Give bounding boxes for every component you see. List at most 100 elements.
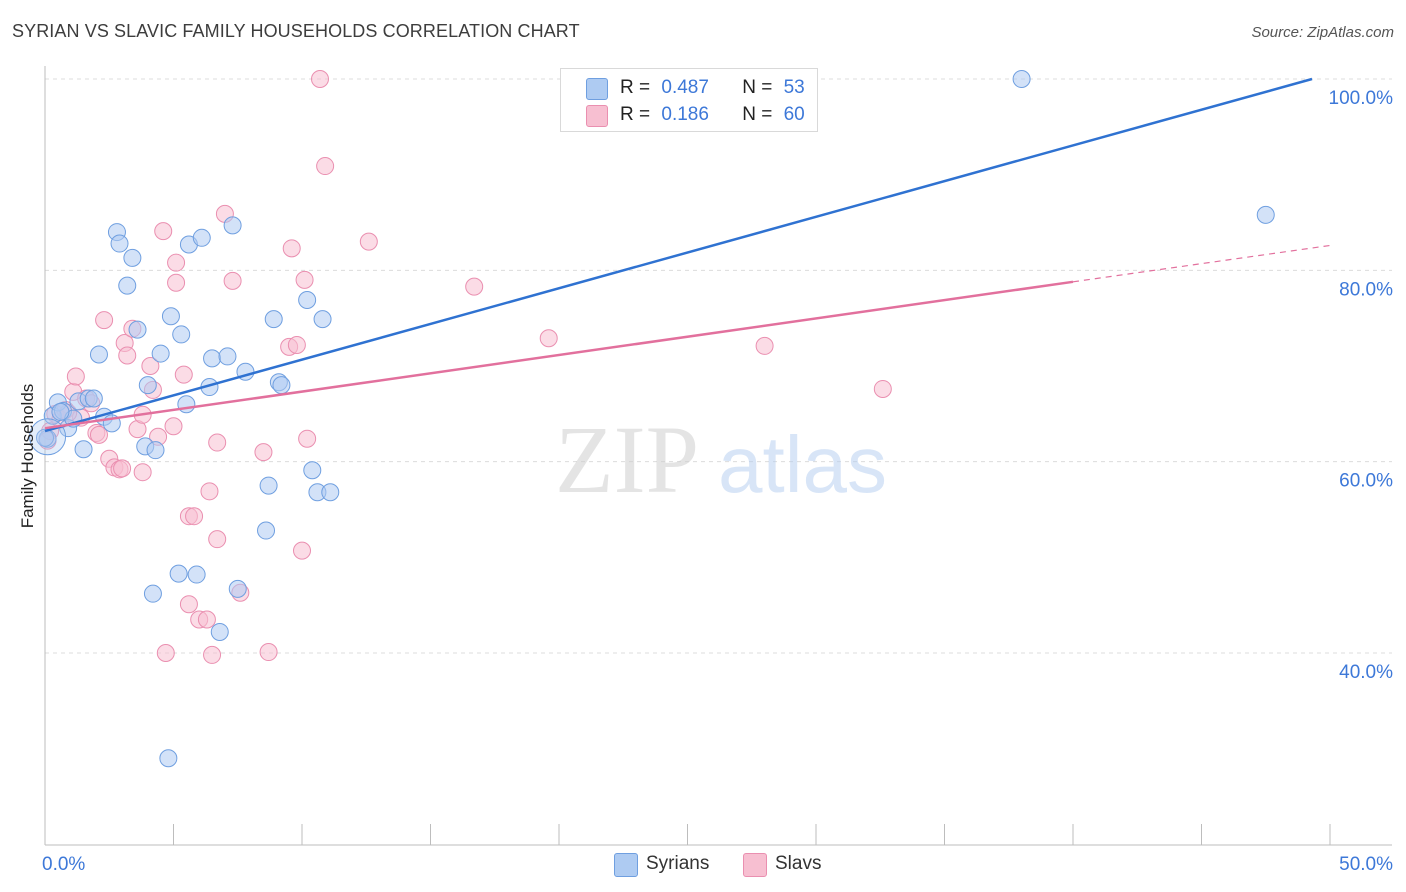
slavs-trend-extension: [1072, 244, 1331, 283]
slavs-point: [179, 595, 198, 614]
slavs-point: [539, 329, 558, 348]
slavs-point: [208, 433, 227, 452]
syrians-point: [36, 428, 54, 447]
slavs-point: [259, 643, 278, 662]
slavs-point: [156, 644, 175, 662]
syrians-point: [259, 476, 278, 495]
syrians-point: [1012, 70, 1031, 88]
slavs-point: [133, 463, 152, 482]
r-label: R =: [620, 77, 651, 98]
stats-legend: R = 0.487 N = 53 R = 0.186 N = 60: [560, 68, 818, 132]
slavs-point: [164, 417, 183, 436]
syrians-point: [118, 276, 137, 295]
slavs-trend-line: [44, 280, 1074, 430]
syrians-point: [128, 320, 147, 339]
syrians-point: [84, 389, 103, 408]
y-tick-label: 60.0%: [1339, 471, 1393, 492]
y-axis-label: Family Households: [18, 384, 37, 529]
syrians-point: [257, 521, 276, 540]
slavs-point: [293, 541, 311, 560]
legend-row-slavs-text: R = 0.186 N = 60: [620, 104, 805, 126]
syrians-point: [272, 376, 291, 395]
slavs-point: [282, 239, 301, 258]
syrians-trend-line: [44, 77, 1313, 433]
r-value: 0.487: [661, 77, 709, 98]
watermark-atlas: atlas: [718, 420, 887, 509]
slavs-point: [154, 222, 173, 241]
slavs-point: [174, 365, 193, 384]
syrians-point: [151, 344, 170, 363]
syrians-point: [172, 325, 191, 344]
syrians-point: [74, 440, 93, 459]
slavs-swatch: [586, 105, 608, 127]
slavs-point: [873, 379, 892, 398]
axes: [44, 66, 1392, 846]
slavs-point: [197, 610, 216, 629]
syrians-point: [321, 483, 340, 502]
slavs-point: [95, 311, 114, 330]
syrians-point: [313, 310, 332, 329]
slavs-point: [118, 346, 137, 365]
syrians-point: [210, 622, 229, 641]
syrians-point: [159, 749, 178, 768]
syrians-point: [303, 461, 322, 480]
syrians-point: [228, 579, 247, 598]
slavs-point: [755, 336, 774, 355]
syrians-point: [1256, 205, 1275, 224]
r-value: 0.186: [661, 104, 709, 125]
y-tick-label: 40.0%: [1339, 662, 1393, 683]
slavs-point: [254, 443, 273, 462]
syrians-point: [203, 349, 222, 368]
slavs-legend-swatch: [743, 853, 767, 877]
n-value: 60: [783, 104, 805, 125]
syrians-point: [298, 290, 317, 309]
x-tick-label-right: 50.0%: [1339, 854, 1393, 875]
slavs-points: [38, 70, 892, 664]
watermark-zip: ZIP: [555, 406, 699, 513]
watermark: ZIP atlas: [555, 406, 887, 513]
slavs-point: [141, 357, 160, 375]
n-value: 53: [783, 77, 805, 98]
slavs-point: [310, 70, 329, 88]
syrians-point: [51, 402, 70, 421]
syrians-point: [187, 565, 206, 584]
n-label: N =: [742, 104, 773, 125]
syrians-point: [218, 347, 237, 366]
n-label: N =: [742, 77, 773, 98]
slavs-point: [316, 157, 335, 176]
legend-row-syrians-text: R = 0.487 N = 53: [620, 77, 805, 99]
slavs-legend-label: Slavs: [775, 853, 822, 874]
slavs-point: [200, 482, 219, 501]
slavs-point: [185, 507, 204, 526]
syrians-swatch: [586, 78, 608, 100]
slavs-point: [113, 459, 132, 478]
trend-lines: [44, 77, 1331, 433]
chart-title: SYRIAN VS SLAVIC FAMILY HOUSEHOLDS CORRE…: [12, 21, 580, 41]
slavs-point: [295, 270, 314, 289]
syrians-point: [146, 441, 165, 460]
syrians-points: [29, 70, 1275, 768]
slavs-point: [66, 367, 85, 386]
slavs-point: [465, 277, 484, 296]
syrians-point: [110, 234, 129, 253]
syrians-point: [161, 307, 180, 326]
slavs-point: [287, 335, 306, 354]
syrians-point: [123, 248, 142, 267]
source-credit: Source: ZipAtlas.com: [1251, 24, 1394, 41]
syrians-point: [192, 228, 211, 247]
syrians-point: [143, 584, 162, 603]
y-tick-label: 80.0%: [1339, 279, 1393, 300]
syrians-point: [264, 310, 283, 329]
slavs-point: [298, 429, 317, 448]
tick-labels: 100.0% 80.0% 60.0% 40.0% 0.0% 50.0%: [42, 88, 1393, 875]
y-tick-label: 100.0%: [1329, 88, 1394, 109]
syrians-point: [138, 376, 157, 395]
slavs-point: [359, 232, 378, 251]
slavs-point: [167, 253, 186, 272]
slavs-point: [208, 530, 227, 549]
slavs-point: [223, 271, 242, 290]
slavs-point: [203, 645, 222, 664]
syrians-legend-swatch: [614, 853, 638, 877]
syrians-legend-label: Syrians: [646, 853, 710, 874]
